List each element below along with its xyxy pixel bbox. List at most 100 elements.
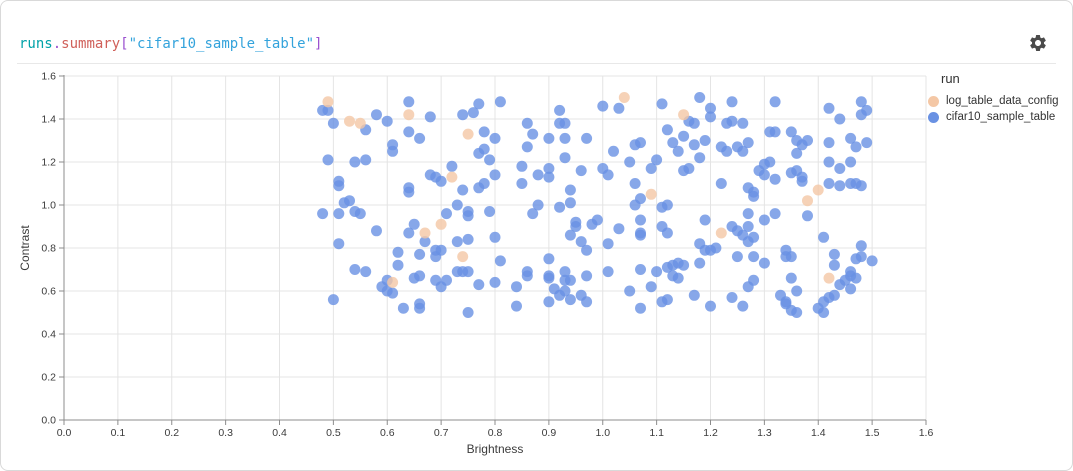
data-point[interactable] (543, 171, 555, 183)
data-point[interactable] (845, 283, 857, 295)
data-point[interactable] (791, 285, 803, 297)
data-point[interactable] (737, 300, 749, 312)
data-point[interactable] (457, 251, 469, 263)
data-point[interactable] (823, 102, 835, 114)
data-point[interactable] (451, 236, 463, 248)
data-point[interactable] (742, 221, 754, 232)
data-point[interactable] (581, 296, 593, 308)
data-point[interactable] (564, 294, 576, 306)
data-point[interactable] (467, 107, 479, 119)
data-point[interactable] (554, 104, 566, 116)
data-point[interactable] (354, 117, 366, 129)
data-point[interactable] (769, 126, 781, 138)
data-point[interactable] (688, 139, 700, 151)
data-point[interactable] (635, 302, 646, 314)
scatter-points[interactable] (317, 92, 878, 318)
data-point[interactable] (489, 276, 501, 288)
data-point[interactable] (371, 109, 382, 121)
data-point[interactable] (581, 270, 593, 282)
data-point[interactable] (651, 266, 663, 278)
data-point[interactable] (855, 96, 867, 108)
data-point[interactable] (559, 117, 571, 129)
data-point[interactable] (527, 128, 539, 140)
panel-settings-button[interactable] (1028, 33, 1048, 53)
data-point[interactable] (629, 199, 641, 211)
data-point[interactable] (802, 210, 813, 222)
data-point[interactable] (527, 208, 539, 220)
data-point[interactable] (694, 257, 706, 269)
data-point[interactable] (360, 154, 372, 166)
data-point[interactable] (532, 199, 544, 211)
data-point[interactable] (446, 160, 458, 172)
data-point[interactable] (559, 132, 571, 144)
data-point[interactable] (678, 109, 690, 121)
data-point[interactable] (478, 178, 490, 189)
data-point[interactable] (645, 281, 657, 293)
data-point[interactable] (624, 156, 636, 168)
data-point[interactable] (521, 117, 533, 129)
data-point[interactable] (748, 231, 760, 243)
data-point[interactable] (419, 227, 431, 239)
data-point[interactable] (828, 289, 840, 301)
data-point[interactable] (618, 92, 630, 103)
data-point[interactable] (338, 197, 350, 209)
data-point[interactable] (688, 289, 700, 301)
data-point[interactable] (473, 279, 485, 291)
data-point[interactable] (748, 251, 760, 263)
data-point[interactable] (462, 128, 474, 140)
data-point[interactable] (796, 139, 808, 151)
data-point[interactable] (715, 227, 727, 239)
data-point[interactable] (494, 255, 506, 267)
data-point[interactable] (322, 104, 334, 116)
data-point[interactable] (349, 264, 361, 275)
data-point[interactable] (710, 242, 722, 254)
data-point[interactable] (764, 156, 776, 168)
data-point[interactable] (333, 180, 345, 192)
data-point[interactable] (327, 117, 339, 129)
data-point[interactable] (435, 218, 447, 230)
data-point[interactable] (737, 145, 749, 157)
data-point[interactable] (726, 96, 738, 108)
legend-item-cifar10_sample_table[interactable]: cifar10_sample_table (928, 109, 1068, 125)
data-point[interactable] (726, 115, 738, 127)
data-point[interactable] (737, 117, 749, 129)
data-point[interactable] (742, 137, 754, 149)
data-point[interactable] (414, 248, 426, 260)
data-point[interactable] (403, 109, 415, 121)
data-point[interactable] (651, 154, 663, 166)
data-point[interactable] (581, 244, 593, 256)
data-point[interactable] (834, 180, 846, 192)
data-point[interactable] (419, 236, 431, 248)
data-point[interactable] (543, 132, 555, 144)
data-point[interactable] (661, 199, 673, 211)
data-point[interactable] (828, 248, 840, 260)
data-point[interactable] (403, 227, 415, 239)
data-point[interactable] (441, 274, 452, 286)
data-point[interactable] (855, 109, 867, 121)
data-point[interactable] (785, 272, 797, 284)
data-point[interactable] (861, 137, 873, 149)
data-point[interactable] (855, 180, 867, 192)
data-point[interactable] (791, 307, 803, 318)
data-point[interactable] (721, 145, 733, 157)
data-point[interactable] (392, 246, 404, 258)
data-point[interactable] (484, 154, 496, 166)
data-point[interactable] (845, 156, 857, 168)
data-point[interactable] (586, 218, 598, 230)
data-point[interactable] (543, 253, 555, 265)
data-point[interactable] (387, 276, 399, 288)
data-point[interactable] (397, 302, 409, 314)
data-point[interactable] (473, 98, 485, 110)
data-point[interactable] (785, 251, 797, 263)
data-point[interactable] (635, 264, 646, 275)
data-point[interactable] (742, 281, 754, 293)
data-point[interactable] (511, 281, 522, 293)
data-point[interactable] (408, 218, 420, 230)
data-point[interactable] (769, 208, 781, 220)
data-point[interactable] (688, 117, 700, 129)
data-point[interactable] (742, 208, 754, 220)
data-point[interactable] (581, 132, 593, 144)
data-point[interactable] (489, 132, 501, 144)
data-point[interactable] (823, 272, 835, 284)
